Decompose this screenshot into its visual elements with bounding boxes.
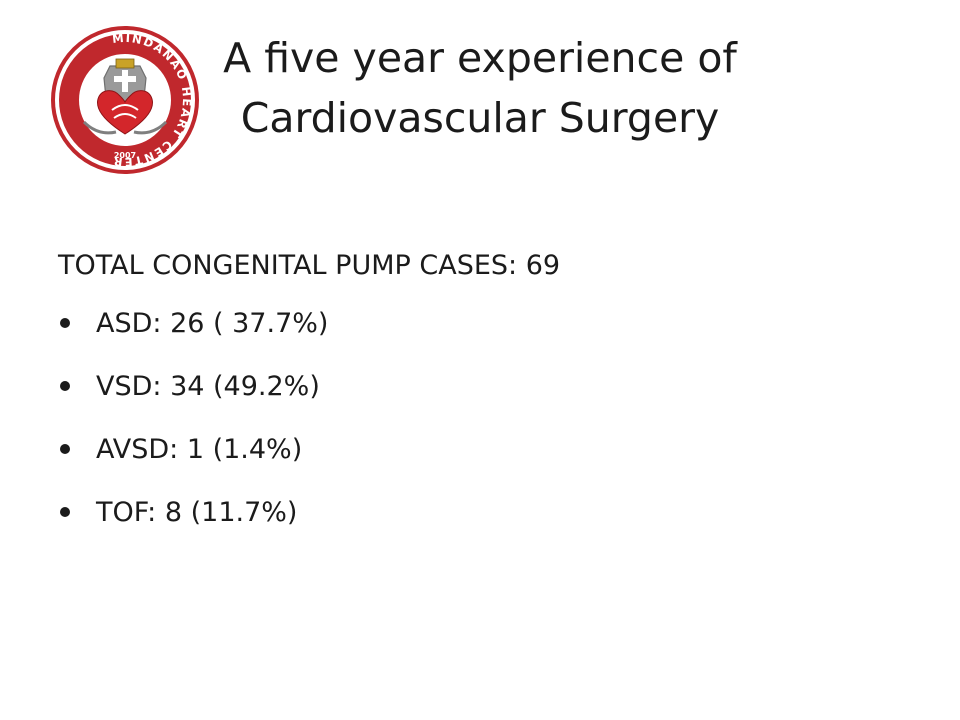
svg-text:2007: 2007: [114, 151, 136, 160]
mindanao-heart-center-logo: MINDANAO HEART CENTER 2007: [50, 26, 200, 174]
bullet-icon: [60, 507, 70, 517]
list-item-text: ASD: 26 ( 37.7%): [96, 308, 329, 339]
bullet-icon: [60, 444, 70, 454]
list-item-text: AVSD: 1 (1.4%): [96, 434, 303, 465]
list-item-text: TOF: 8 (11.7%): [96, 497, 298, 528]
slide-title-line-2: Cardiovascular Surgery: [240, 94, 720, 142]
slide-title: A five year experience of Cardiovascular…: [200, 28, 760, 148]
slide-title-line-1: A five year experience of: [223, 34, 737, 82]
list-item-text: VSD: 34 (49.2%): [96, 371, 320, 402]
bullet-icon: [60, 318, 70, 328]
heart-seal-icon: MINDANAO HEART CENTER 2007: [51, 26, 199, 174]
total-cases-heading: TOTAL CONGENITAL PUMP CASES: 69: [58, 250, 561, 281]
bullet-icon: [60, 381, 70, 391]
